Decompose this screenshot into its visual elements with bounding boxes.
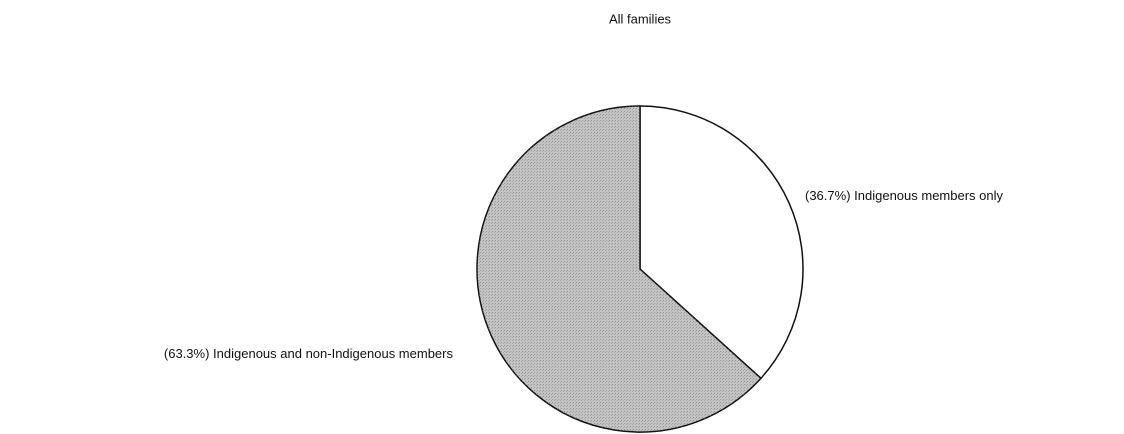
slice-value-label: (36.7%) bbox=[805, 188, 851, 203]
slice-label: (63.3%) Indigenous and non-Indigenous me… bbox=[164, 346, 454, 361]
slice-value-label: (63.3%) bbox=[164, 346, 210, 361]
slice-category-label: Indigenous and non-Indigenous members bbox=[213, 346, 453, 361]
pie-slice bbox=[639, 105, 804, 380]
slice-label: (36.7%) Indigenous members only bbox=[805, 188, 1004, 203]
chart-title: All families bbox=[609, 11, 672, 26]
slice-category-label: Indigenous members only bbox=[854, 188, 1003, 203]
pie-slice-texture bbox=[477, 106, 761, 432]
